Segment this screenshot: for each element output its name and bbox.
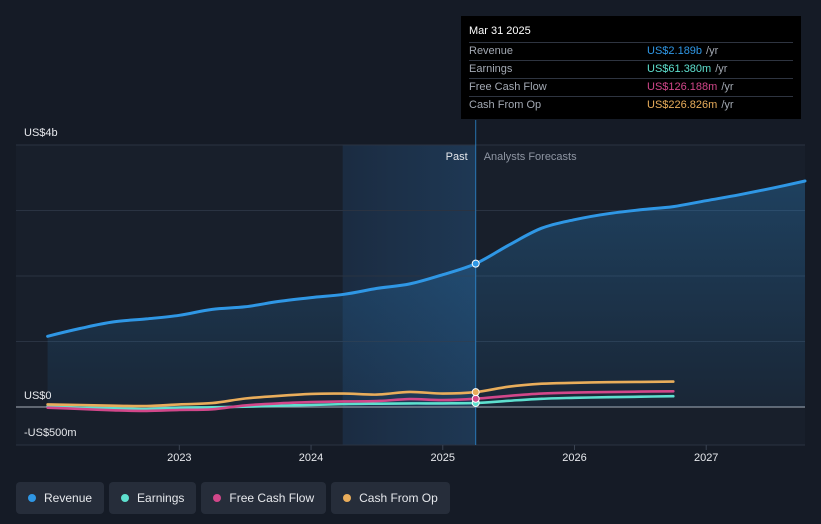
tooltip-unit: /yr [715, 63, 728, 75]
tooltip-value: US$226.826m [647, 99, 718, 111]
tooltip-value: US$126.188m [647, 81, 718, 93]
earnings-dot-icon [121, 494, 130, 502]
tooltip-row-earnings: Earnings US$61.380m /yr [469, 60, 793, 78]
legend-item-earnings[interactable]: Earnings [109, 482, 197, 514]
legend-label: Free Cash Flow [229, 491, 315, 505]
free-cash-flow-dot-icon [213, 494, 222, 502]
tooltip-label: Earnings [469, 63, 513, 75]
legend-label: Earnings [137, 491, 185, 505]
y-axis-label: US$0 [24, 390, 52, 402]
revenue-marker [471, 259, 480, 268]
tooltip-date: Mar 31 2025 [469, 25, 531, 37]
tooltip-label: Revenue [469, 45, 514, 57]
tooltip-value: US$61.380m [647, 63, 712, 75]
tooltip-unit: /yr [706, 45, 719, 57]
x-axis-label: 2025 [431, 452, 455, 464]
legend-item-free-cash-flow[interactable]: Free Cash Flow [201, 482, 327, 514]
tooltip-unit: /yr [721, 81, 734, 93]
tooltip-label: Free Cash Flow [469, 81, 547, 93]
cash-from-op-marker [471, 388, 480, 397]
tooltip-value: US$2.189b [647, 45, 703, 57]
hover-tooltip: Mar 31 2025 Revenue US$2.189b /yr Earnin… [461, 16, 801, 119]
x-axis-label: 2027 [694, 452, 718, 464]
cash-from-op-line [46, 380, 675, 408]
revenue-line [46, 179, 807, 338]
x-axis-label: 2026 [562, 452, 586, 464]
legend-label: Cash From Op [359, 491, 438, 505]
legend-item-revenue[interactable]: Revenue [16, 482, 105, 514]
forecast-label: Analysts Forecasts [484, 151, 577, 163]
tooltip-row-revenue: Revenue US$2.189b /yr [469, 42, 793, 60]
tooltip-unit: /yr [721, 99, 734, 111]
past-label: Past [446, 151, 468, 163]
revenue-area [47, 181, 806, 407]
cash-from-op-dot-icon [343, 494, 352, 502]
free-cash-flow-marker [471, 394, 480, 403]
free-cash-flow-line [46, 390, 675, 413]
tooltip-row-free-cash-flow: Free Cash Flow US$126.188m /yr [469, 78, 793, 96]
x-axis-label: 2023 [167, 452, 191, 464]
earnings-line [46, 394, 675, 411]
legend-item-cash-from-op[interactable]: Cash From Op [331, 482, 450, 514]
x-axis-label: 2024 [299, 452, 323, 464]
y-axis-label: US$4b [24, 127, 58, 139]
tooltip-row-cash-from-op: Cash From Op US$226.826m /yr [469, 96, 793, 114]
tooltip-label: Cash From Op [469, 99, 542, 111]
y-axis-label: -US$500m [24, 427, 77, 439]
chart-legend: Revenue Earnings Free Cash Flow Cash Fro… [16, 482, 450, 514]
revenue-dot-icon [28, 494, 36, 502]
legend-label: Revenue [44, 491, 93, 505]
